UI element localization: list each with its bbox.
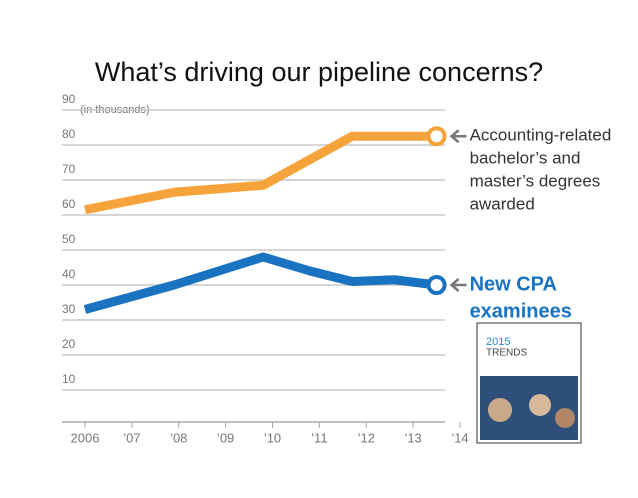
cover-face bbox=[529, 394, 551, 416]
chart-title: What’s driving our pipeline concerns? bbox=[95, 57, 543, 87]
cover-title: TRENDS bbox=[486, 348, 527, 359]
annotation-line: examinees bbox=[470, 300, 572, 322]
y-tick-label: 40 bbox=[62, 267, 76, 281]
arrow bbox=[449, 278, 467, 292]
annotation-line: awarded bbox=[470, 195, 535, 214]
x-tick-label: ’08 bbox=[170, 430, 187, 445]
cover-face bbox=[555, 408, 575, 428]
y-tick-label: 90 bbox=[62, 92, 76, 106]
y-tick-label: 70 bbox=[62, 162, 76, 176]
y-tick-label: 60 bbox=[62, 197, 76, 211]
series-line bbox=[83, 252, 438, 314]
annotation-line: master’s degrees bbox=[470, 172, 601, 191]
end-marker bbox=[426, 275, 447, 295]
cover-year: 2015 bbox=[486, 336, 510, 348]
x-tick-label: 2006 bbox=[71, 430, 100, 445]
annotation-line: New CPA bbox=[470, 273, 557, 295]
x-tick-label: ’12 bbox=[358, 430, 375, 445]
y-tick-label: 30 bbox=[62, 302, 76, 316]
end-marker bbox=[426, 126, 447, 147]
annotation-line: bachelor’s and bbox=[470, 149, 581, 168]
y-tick-label: 10 bbox=[62, 372, 76, 386]
annotation-line: Accounting-related bbox=[470, 126, 612, 145]
y-tick-label: 80 bbox=[62, 127, 76, 141]
y-tick-label: 50 bbox=[62, 232, 76, 246]
cover-face bbox=[488, 398, 512, 422]
series-line bbox=[84, 131, 437, 215]
y-tick-label: 20 bbox=[62, 337, 76, 351]
x-tick-label: ’13 bbox=[404, 430, 421, 445]
x-tick-label: ’11 bbox=[311, 430, 327, 445]
x-tick-label: ’14 bbox=[451, 430, 468, 445]
x-tick-label: ’10 bbox=[264, 430, 281, 445]
report-cover: 2015 TRENDS bbox=[476, 322, 582, 444]
x-tick-label: ’09 bbox=[217, 430, 234, 445]
x-tick-label: ’07 bbox=[123, 430, 140, 445]
arrow bbox=[449, 129, 467, 144]
